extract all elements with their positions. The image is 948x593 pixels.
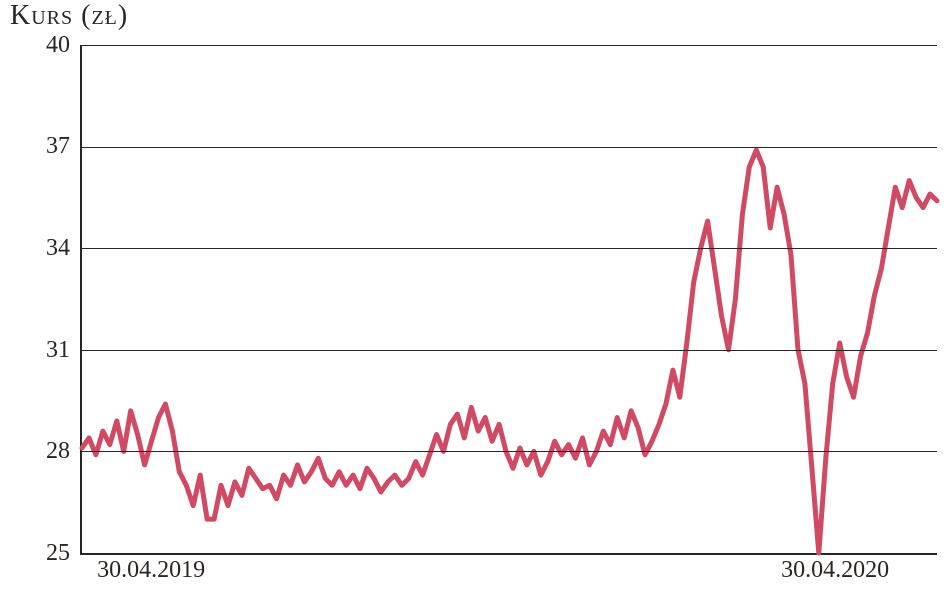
gridline: [82, 45, 937, 46]
gridline: [82, 451, 937, 452]
gridline: [82, 350, 937, 351]
plot-area: [80, 45, 937, 555]
chart-title: Kurs (zł): [10, 0, 128, 32]
gridline: [82, 248, 937, 249]
x-tick-label: 30.04.2019: [97, 557, 205, 584]
gridline: [82, 147, 937, 148]
x-tick-label: 30.04.2020: [781, 557, 889, 584]
line-series: [82, 45, 937, 553]
